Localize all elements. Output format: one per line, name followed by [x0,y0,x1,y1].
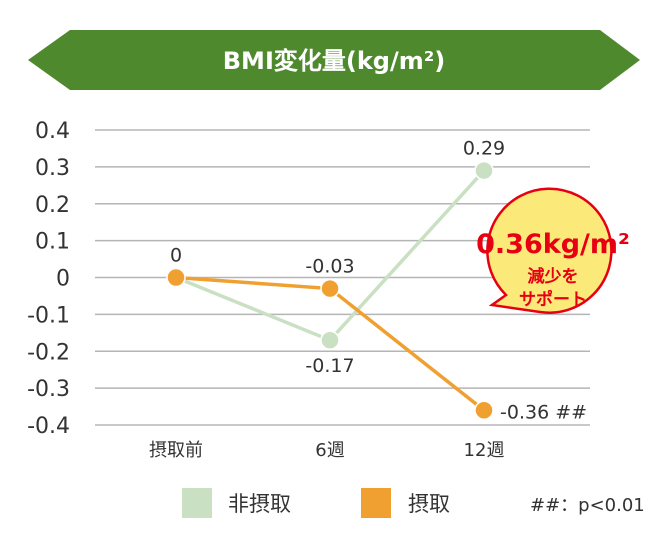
data-label: -0.17 [305,355,354,377]
legend-label-non-intake: 非摂取 [228,492,291,516]
data-labels: -0.17 0.29 0 -0.03 -0.36 ## [170,138,587,424]
y-tick-label: -0.3 [27,377,70,402]
legend: 非摂取 摂取 [182,488,450,518]
series-lines [166,160,494,420]
y-tick-label: 0.4 [35,119,70,144]
y-tick-label: 0.1 [35,230,70,255]
data-label: 0.29 [463,138,505,160]
legend-swatch-non-intake [182,488,212,518]
y-axis-ticks: 0.4 0.3 0.2 0.1 0 -0.1 -0.2 -0.3 -0.4 [27,119,70,439]
data-label: -0.36 ## [500,401,587,423]
x-tick-label: 12週 [464,440,505,461]
data-point [474,160,494,181]
title-banner-shape [28,30,640,90]
y-tick-label: -0.2 [27,340,70,365]
data-label: 0 [170,245,182,267]
x-tick-label: 摂取前 [149,440,203,461]
data-point [474,400,494,420]
y-tick-label: 0.3 [35,156,70,181]
data-point [320,278,340,299]
title-banner: BMI変化量(kg/m²) [28,30,640,90]
callout-value: 0.36kg/m² [476,229,630,260]
legend-swatch-intake [361,488,391,518]
legend-label-intake: 摂取 [408,492,450,516]
chart-title: BMI変化量(kg/m²) [223,47,445,75]
y-tick-label: -0.1 [27,303,70,328]
callout-shape [486,187,613,314]
data-label: -0.03 [305,256,354,278]
significance-note: ##：p<0.01 [530,495,645,516]
y-tick-label: -0.4 [27,414,70,439]
callout-line-2: サポート [519,289,587,310]
callout-line-1: 減少を [528,266,579,287]
y-tick-label: 0.2 [35,193,70,218]
x-tick-label: 6週 [315,440,344,461]
y-tick-label: 0 [56,267,70,292]
callout-bubble: 0.36kg/m² 減少を サポート [476,187,630,314]
x-axis-categories: 摂取前 6週 12週 [149,440,504,461]
data-point [166,267,186,288]
data-point [320,330,340,350]
